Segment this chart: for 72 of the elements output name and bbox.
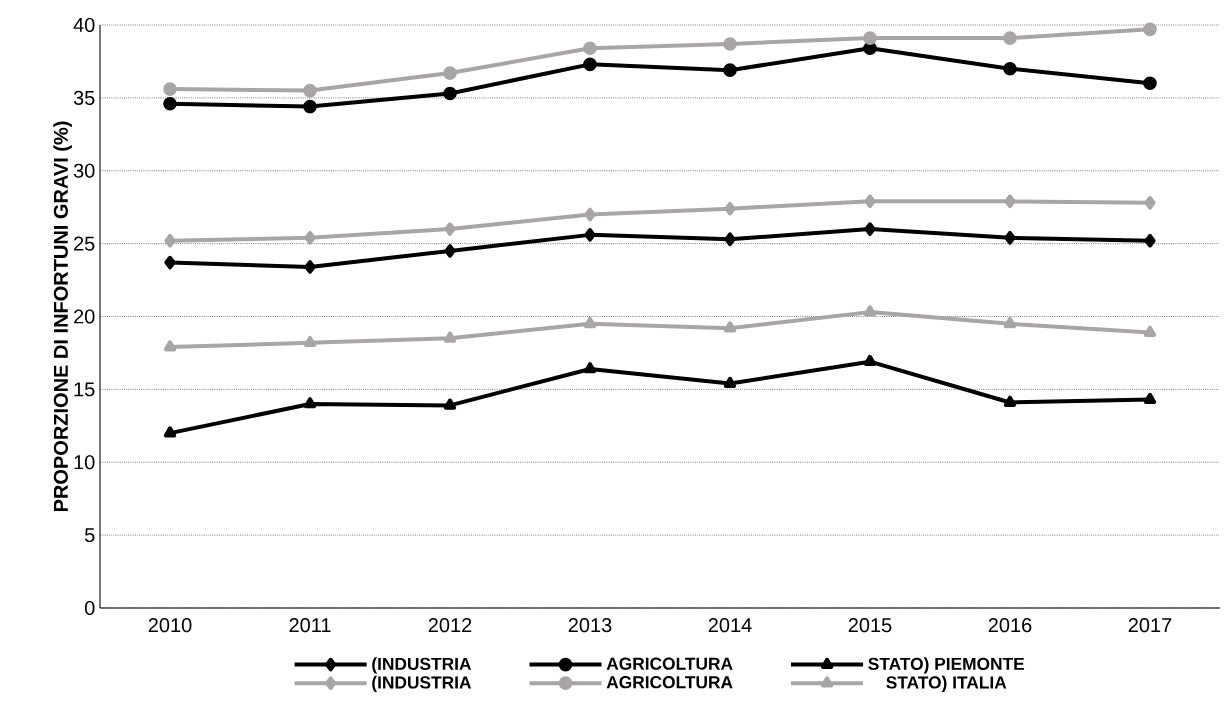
point [1004,194,1016,209]
point [1144,196,1156,210]
point [304,230,316,245]
point [723,376,737,388]
point [723,321,737,333]
point [863,305,877,317]
point [443,66,457,80]
point [724,232,736,247]
point [1143,76,1157,91]
y-tick-label: 0 [84,600,95,616]
point [1143,392,1157,404]
legend-label: STATO) ITALIA [886,675,1007,693]
point [1004,230,1016,245]
point [724,201,736,216]
point [163,340,177,352]
point [164,255,176,270]
point [583,41,597,56]
point [444,244,456,258]
y-tick-label: 20 [74,309,95,324]
point [303,335,317,348]
y-tick-label: 25 [74,236,95,251]
point [1144,233,1156,248]
point [863,31,877,45]
legend-label: (INDUSTRIA [372,657,472,674]
x-tick-label: 2017 [1128,618,1172,633]
y-tick-label: 10 [74,455,95,470]
point [443,398,457,410]
point [304,260,316,274]
point [443,331,457,343]
point [583,57,597,72]
point [1003,316,1017,329]
y-tick-label: 5 [84,528,95,543]
legend-label: AGRICOLTURA [606,657,733,670]
point [163,426,177,438]
point [1003,61,1017,76]
point [1143,22,1157,37]
x-tick-label: 2016 [988,618,1032,633]
point [443,86,457,101]
x-tick-label: 2010 [148,618,192,633]
point [864,222,876,236]
point [303,397,317,409]
x-tick-label: 2011 [289,618,331,633]
point [584,207,596,222]
point [584,228,596,242]
point [1143,325,1157,337]
x-tick-label: 2015 [848,618,892,633]
point [583,362,597,374]
point [723,37,737,51]
point [583,316,597,329]
point [303,99,317,114]
y-axis-title: PROPORZIONE DI INFORTUNI GRAVI (%) [53,121,72,512]
point [444,222,456,236]
point [163,96,177,111]
point [863,354,877,367]
point [303,83,317,98]
legend-label: (INDUSTRIA [372,675,472,693]
legend-label: AGRICOLTURA [606,676,733,689]
point [863,41,877,56]
x-tick-label: 2013 [568,618,612,633]
point [1003,395,1017,407]
x-tick-label: 2014 [708,618,752,633]
point [163,82,177,96]
legend-label: STATO) PIEMONTE [868,657,1025,674]
y-tick-label: 40 [73,17,95,33]
point [1003,31,1017,45]
y-tick-label: 30 [73,163,95,178]
point [164,233,176,248]
x-tick-label: 2012 [428,618,472,633]
y-tick-label: 15 [74,382,95,397]
point [723,63,737,77]
y-tick-label: 35 [73,90,95,105]
point [864,194,876,209]
